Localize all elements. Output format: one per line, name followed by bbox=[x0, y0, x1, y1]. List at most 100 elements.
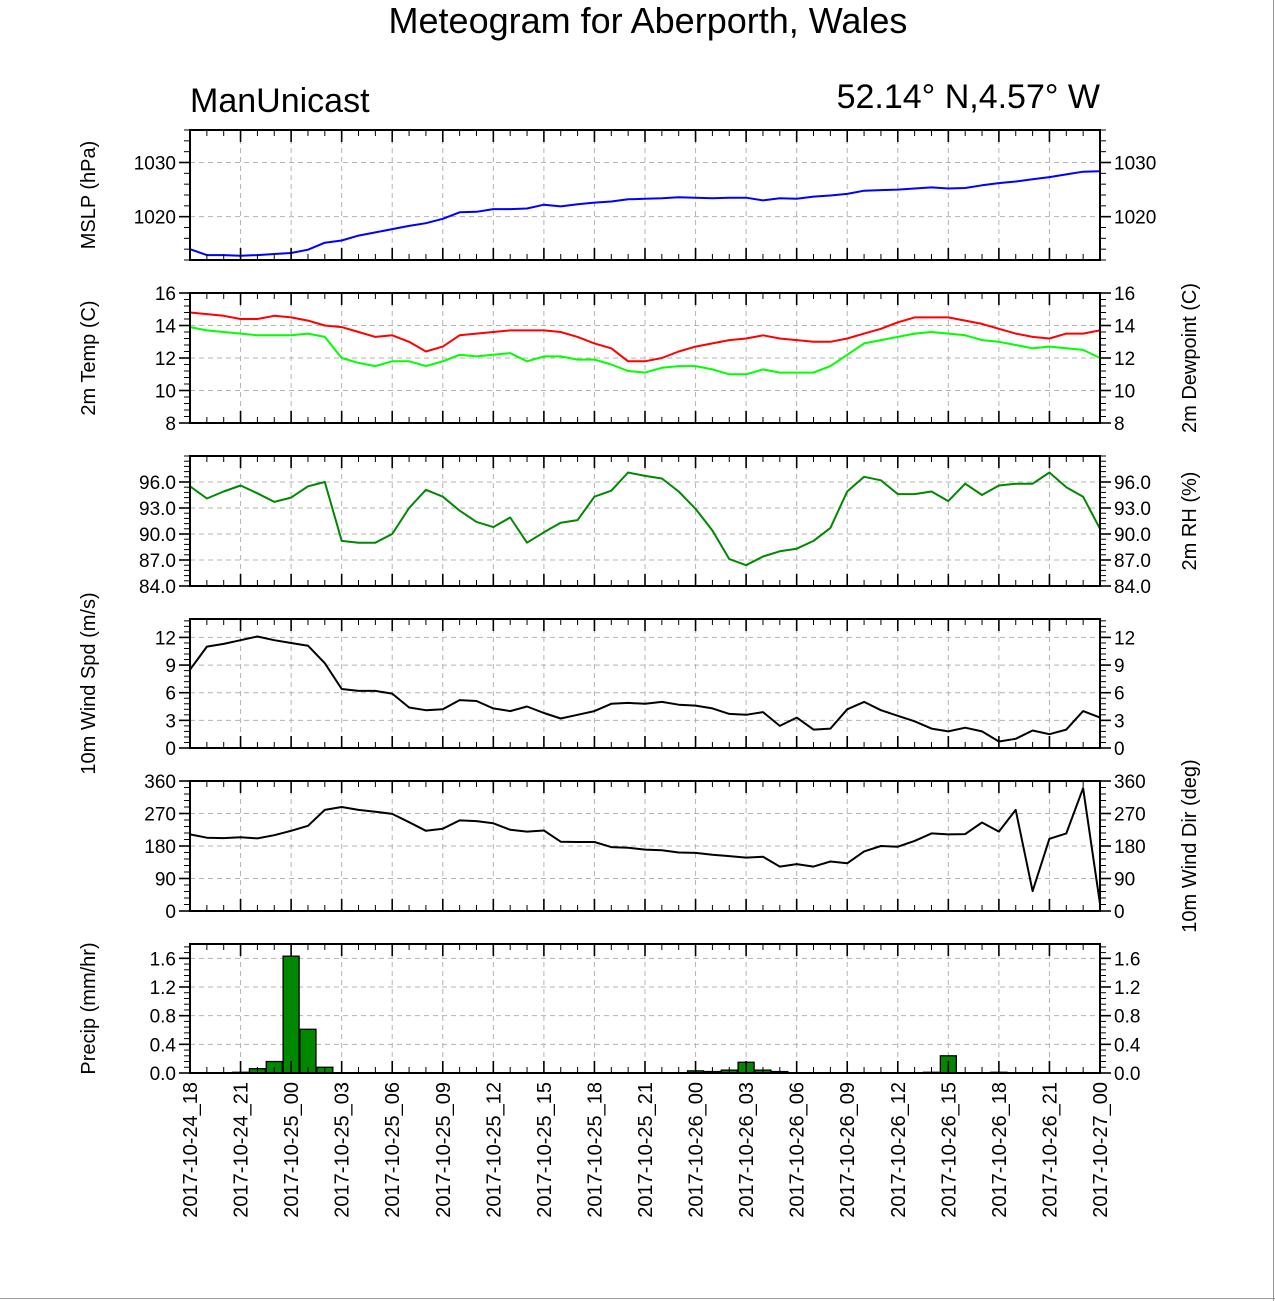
y-axis-title-right: 10m Wind Dir (deg) bbox=[1179, 759, 1201, 932]
model-label: ManUnicast bbox=[190, 82, 370, 120]
y-tick-label-right: 90.0 bbox=[1114, 525, 1151, 546]
time-tick-label: 2017-10-25_12 bbox=[483, 1082, 505, 1218]
time-tick-label: 2017-10-27_00 bbox=[1090, 1082, 1112, 1218]
y-tick-label-left: 93.0 bbox=[139, 499, 176, 520]
y-tick-label-right: 0.4 bbox=[1114, 1035, 1141, 1056]
chart-title: Meteogram for Aberporth, Wales bbox=[389, 0, 908, 41]
y-tick-label-right: 360 bbox=[1114, 772, 1146, 793]
panel-wind_direction: 0 0 90 90 180 180 270 270 360 360 10m Wind Dir (de… bbox=[144, 759, 1201, 932]
y-tick-label-right: 270 bbox=[1114, 805, 1146, 826]
time-tick-label: 2017-10-26_18 bbox=[989, 1082, 1011, 1218]
mslp-series-line-0 bbox=[189, 170, 1101, 257]
y-tick-label-right: 6 bbox=[1114, 684, 1125, 705]
y-tick-label-left: 90 bbox=[155, 870, 176, 891]
y-tick-label-right: 8 bbox=[1114, 414, 1125, 435]
panel-temperature: 8 8 10 10 12 12 14 14 16 16 2m Temp (C) 2m Dewpoint… bbox=[78, 283, 1201, 435]
time-tick-label: 2017-10-25_06 bbox=[382, 1082, 404, 1218]
y-tick-label-left: 12 bbox=[155, 349, 176, 370]
y-axis-title-left: 10m Wind Spd (m/s) bbox=[78, 592, 100, 774]
y-tick-label-left: 0.8 bbox=[150, 1007, 176, 1028]
y-tick-label-left: 1020 bbox=[134, 208, 176, 229]
y-tick-label-left: 0 bbox=[165, 902, 176, 923]
y-axis-title-left: MSLP (hPa) bbox=[78, 141, 100, 250]
y-tick-label-right: 12 bbox=[1114, 628, 1135, 649]
y-tick-label-left: 16 bbox=[155, 284, 176, 305]
y-tick-label-right: 1.2 bbox=[1114, 978, 1140, 999]
frame-bottom-edge bbox=[0, 1298, 1275, 1299]
y-tick-label-left: 84.0 bbox=[139, 577, 176, 598]
time-tick-label: 2017-10-25_03 bbox=[332, 1082, 354, 1218]
y-tick-label-left: 96.0 bbox=[139, 473, 176, 494]
y-tick-label-right: 87.0 bbox=[1114, 551, 1151, 572]
y-tick-label-left: 6 bbox=[165, 684, 176, 705]
location-label: 52.14° N,4.57° W bbox=[837, 78, 1100, 116]
time-tick-label: 2017-10-24_21 bbox=[231, 1082, 253, 1218]
y-tick-label-left: 8 bbox=[165, 414, 176, 435]
y-tick-label-left: 10 bbox=[155, 382, 176, 403]
y-tick-label-right: 1030 bbox=[1114, 154, 1156, 175]
panels: 1020 1020 1030 1030 MSLP (hPa) 8 8 10 10 12 12 14 14… bbox=[78, 129, 1201, 1085]
y-tick-label-left: 1030 bbox=[134, 154, 176, 175]
y-tick-label-left: 270 bbox=[144, 805, 176, 826]
wind_speed-series-line-0 bbox=[189, 635, 1101, 743]
panel-wind_speed: 0 0 3 3 6 6 9 9 12 12 10m Wind Spd (m/s) bbox=[78, 592, 1135, 774]
y-tick-label-left: 87.0 bbox=[139, 551, 176, 572]
y-tick-label-left: 0.4 bbox=[150, 1035, 177, 1056]
y-tick-label-left: 12 bbox=[155, 628, 176, 649]
wind_direction-series-line-0 bbox=[189, 787, 1101, 904]
time-tick-label: 2017-10-26_21 bbox=[1039, 1082, 1061, 1218]
y-tick-label-left: 3 bbox=[165, 711, 176, 732]
y-tick-label-right: 0.0 bbox=[1114, 1064, 1140, 1085]
y-tick-label-right: 3 bbox=[1114, 711, 1125, 732]
panel-mslp: 1020 1020 1030 1030 MSLP (hPa) bbox=[78, 129, 1156, 261]
y-tick-label-right: 96.0 bbox=[1114, 473, 1151, 494]
y-tick-label-right: 14 bbox=[1114, 317, 1136, 338]
y-tick-label-right: 16 bbox=[1114, 284, 1135, 305]
y-tick-label-left: 14 bbox=[155, 317, 177, 338]
y-tick-label-left: 1.2 bbox=[150, 978, 176, 999]
temperature-series-line-1 bbox=[189, 326, 1101, 376]
time-tick-label: 2017-10-25_09 bbox=[433, 1082, 455, 1218]
time-tick-label: 2017-10-26_12 bbox=[888, 1082, 910, 1218]
y-axis-title-left: Precip (mm/hr) bbox=[78, 942, 100, 1074]
y-tick-label-right: 180 bbox=[1114, 837, 1146, 858]
relative_humidity-series-line-0 bbox=[189, 471, 1101, 567]
precip-bar bbox=[282, 955, 300, 1074]
y-tick-label-left: 0.0 bbox=[150, 1064, 176, 1085]
y-axis-title-right: 2m Dewpoint (C) bbox=[1179, 283, 1201, 433]
time-tick-label: 2017-10-26_03 bbox=[736, 1082, 758, 1218]
precip-bar bbox=[299, 1028, 317, 1074]
time-tick-label: 2017-10-24_18 bbox=[180, 1082, 202, 1218]
y-tick-label-left: 9 bbox=[165, 656, 176, 677]
time-tick-label: 2017-10-25_15 bbox=[534, 1082, 556, 1218]
time-tick-label: 2017-10-26_06 bbox=[787, 1082, 809, 1218]
time-tick-label: 2017-10-26_09 bbox=[837, 1082, 859, 1218]
panel-precipitation: 0.0 0.0 0.4 0.4 0.8 0.8 1.2 1.2 1.6 1.6 Precip (mm… bbox=[78, 942, 1141, 1085]
time-tick-label: 2017-10-25_18 bbox=[584, 1082, 606, 1218]
time-tick-label: 2017-10-26_15 bbox=[938, 1082, 960, 1218]
y-tick-label-left: 90.0 bbox=[139, 525, 176, 546]
y-tick-label-left: 0 bbox=[165, 739, 176, 760]
frame-right-edge bbox=[1273, 0, 1274, 1301]
panel-relative_humidity: 84.0 84.0 87.0 87.0 90.0 90.0 93.0 93.0 96.0 96.0… bbox=[139, 455, 1201, 598]
y-tick-label-right: 12 bbox=[1114, 349, 1135, 370]
y-tick-label-right: 0 bbox=[1114, 902, 1125, 923]
y-tick-label-right: 1.6 bbox=[1114, 949, 1140, 970]
time-tick-label: 2017-10-25_00 bbox=[281, 1082, 303, 1218]
y-tick-label-right: 9 bbox=[1114, 656, 1125, 677]
y-tick-label-right: 84.0 bbox=[1114, 577, 1151, 598]
y-tick-label-left: 180 bbox=[144, 837, 176, 858]
y-tick-label-left: 360 bbox=[144, 772, 176, 793]
y-axis-title-left: 2m Temp (C) bbox=[78, 300, 100, 415]
y-axis-title-right: 2m RH (%) bbox=[1179, 472, 1201, 571]
temperature-series-line-0 bbox=[189, 311, 1101, 363]
y-tick-label-left: 1.6 bbox=[150, 949, 176, 970]
y-tick-label-right: 90 bbox=[1114, 870, 1135, 891]
y-tick-label-right: 0.8 bbox=[1114, 1007, 1140, 1028]
y-tick-label-right: 93.0 bbox=[1114, 499, 1151, 520]
time-axis: 2017-10-24_18 2017-10-24_21 2017-10-25_00 2… bbox=[180, 1082, 1112, 1218]
y-tick-label-right: 10 bbox=[1114, 382, 1135, 403]
time-tick-label: 2017-10-26_00 bbox=[686, 1082, 708, 1218]
time-tick-label: 2017-10-25_21 bbox=[635, 1082, 657, 1218]
